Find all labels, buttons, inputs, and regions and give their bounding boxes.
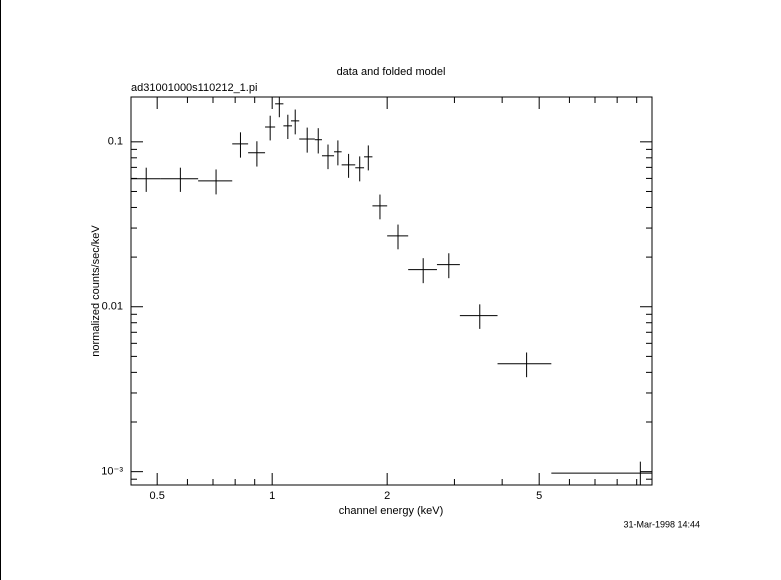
y-axis-label: normalized counts/sec/keV bbox=[90, 225, 102, 357]
plot-frame bbox=[130, 96, 653, 486]
y-tick-label: 0.1 bbox=[108, 136, 123, 148]
x-axis-label: channel energy (keV) bbox=[339, 505, 444, 517]
chart-subtitle: ad31001000s110212_1.pi bbox=[131, 82, 257, 94]
chart-title: data and folded model bbox=[337, 66, 446, 78]
y-tick-label: 0.01 bbox=[102, 301, 123, 313]
x-tick-label: 1 bbox=[269, 490, 275, 502]
x-tick-label: 2 bbox=[384, 490, 390, 502]
y-tick-label: 10⁻³ bbox=[101, 466, 123, 478]
x-tick-label: 5 bbox=[536, 490, 542, 502]
x-tick-label: 0.5 bbox=[150, 490, 165, 502]
timestamp: 31-Mar-1998 14:44 bbox=[623, 519, 700, 529]
